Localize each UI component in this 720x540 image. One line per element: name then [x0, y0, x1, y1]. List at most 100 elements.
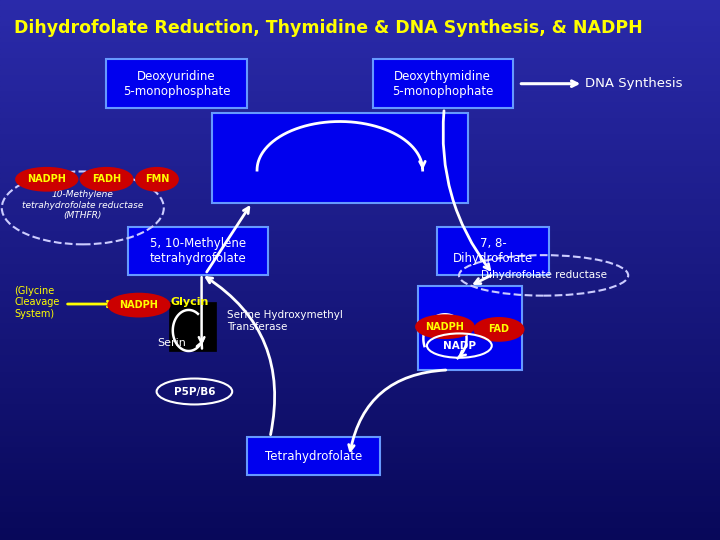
Ellipse shape — [109, 294, 170, 316]
Bar — [0, 151, 720, 157]
Bar — [0, 119, 720, 124]
Text: 10-Methylene
tetrahydrofolate reductase
(MTHFR): 10-Methylene tetrahydrofolate reductase … — [22, 190, 143, 220]
Bar — [0, 157, 720, 162]
Bar — [0, 167, 720, 173]
Bar — [0, 470, 720, 475]
Text: Deoxythymidine
5-monophophate: Deoxythymidine 5-monophophate — [392, 70, 493, 98]
Bar — [0, 367, 720, 373]
Bar — [0, 491, 720, 497]
Bar — [0, 437, 720, 443]
Bar — [0, 329, 720, 335]
Bar — [0, 113, 720, 119]
Bar — [0, 130, 720, 135]
Bar — [0, 65, 720, 70]
FancyBboxPatch shape — [373, 59, 513, 108]
Bar — [0, 454, 720, 459]
Bar — [0, 421, 720, 427]
Text: Deoxyuridine
5-monophosphate: Deoxyuridine 5-monophosphate — [122, 70, 230, 98]
Bar — [0, 464, 720, 470]
Text: Serine Hydroxymethyl
Transferase: Serine Hydroxymethyl Transferase — [227, 310, 343, 332]
Bar — [0, 124, 720, 130]
Text: FAD: FAD — [488, 325, 510, 334]
Bar — [0, 459, 720, 464]
Bar — [0, 265, 720, 270]
FancyBboxPatch shape — [128, 227, 269, 275]
Bar — [0, 324, 720, 329]
FancyBboxPatch shape — [418, 286, 522, 370]
Bar — [0, 432, 720, 437]
Bar — [0, 76, 720, 81]
Text: DNA Synthesis: DNA Synthesis — [585, 77, 683, 90]
Bar — [0, 43, 720, 49]
Text: NADPH: NADPH — [27, 174, 66, 184]
Bar — [0, 443, 720, 448]
Bar — [0, 497, 720, 502]
Bar — [0, 22, 720, 27]
Bar — [0, 270, 720, 275]
Text: Tetrahydrofolate: Tetrahydrofolate — [264, 450, 362, 463]
Bar — [0, 259, 720, 265]
Text: Dihydrofolate Reduction, Thymidine & DNA Synthesis, & NADPH: Dihydrofolate Reduction, Thymidine & DNA… — [14, 19, 643, 37]
Bar — [0, 243, 720, 248]
Bar — [0, 486, 720, 491]
Bar — [0, 59, 720, 65]
Bar — [0, 146, 720, 151]
Bar — [0, 200, 720, 205]
Bar — [0, 27, 720, 32]
Text: Glycin: Glycin — [171, 298, 209, 307]
Text: 5, 10-Methylene
tetrahydrofolate: 5, 10-Methylene tetrahydrofolate — [150, 237, 246, 265]
Bar — [0, 32, 720, 38]
FancyBboxPatch shape — [438, 227, 549, 275]
Bar — [0, 378, 720, 383]
Bar — [0, 135, 720, 140]
Bar — [0, 297, 720, 302]
Bar — [0, 140, 720, 146]
Ellipse shape — [416, 315, 474, 338]
Bar — [0, 362, 720, 367]
FancyBboxPatch shape — [212, 113, 468, 202]
Bar — [0, 319, 720, 324]
Bar — [0, 189, 720, 194]
Bar — [0, 86, 720, 92]
Bar — [0, 184, 720, 189]
Bar — [0, 373, 720, 378]
Bar — [0, 162, 720, 167]
Bar — [0, 508, 720, 513]
Bar — [0, 535, 720, 540]
Bar — [0, 211, 720, 216]
Bar — [0, 513, 720, 518]
Bar — [0, 292, 720, 297]
Bar — [0, 103, 720, 108]
Bar — [0, 383, 720, 389]
Text: FMN: FMN — [145, 174, 169, 184]
Bar — [0, 313, 720, 319]
FancyBboxPatch shape — [107, 59, 246, 108]
Bar — [0, 49, 720, 54]
Bar — [0, 92, 720, 97]
Text: NADP: NADP — [443, 341, 476, 350]
Bar — [0, 54, 720, 59]
Bar — [0, 275, 720, 281]
Bar — [0, 11, 720, 16]
Bar — [0, 232, 720, 238]
Bar — [0, 70, 720, 76]
Bar — [0, 410, 720, 416]
Text: Serin: Serin — [157, 338, 186, 348]
Bar — [0, 524, 720, 529]
Bar — [0, 405, 720, 410]
Text: NADPH: NADPH — [426, 322, 464, 332]
Bar — [0, 205, 720, 211]
Text: (Glycine
Cleavage
System): (Glycine Cleavage System) — [14, 286, 60, 319]
Text: Dihydrofolate reductase: Dihydrofolate reductase — [481, 271, 606, 280]
Bar — [0, 529, 720, 535]
FancyBboxPatch shape — [169, 302, 216, 351]
Bar — [0, 394, 720, 400]
Text: P5P/B6: P5P/B6 — [174, 387, 215, 396]
Bar — [0, 221, 720, 227]
Bar — [0, 254, 720, 259]
Bar — [0, 481, 720, 486]
Bar — [0, 5, 720, 11]
Bar — [0, 238, 720, 243]
Bar — [0, 400, 720, 405]
Bar — [0, 351, 720, 356]
